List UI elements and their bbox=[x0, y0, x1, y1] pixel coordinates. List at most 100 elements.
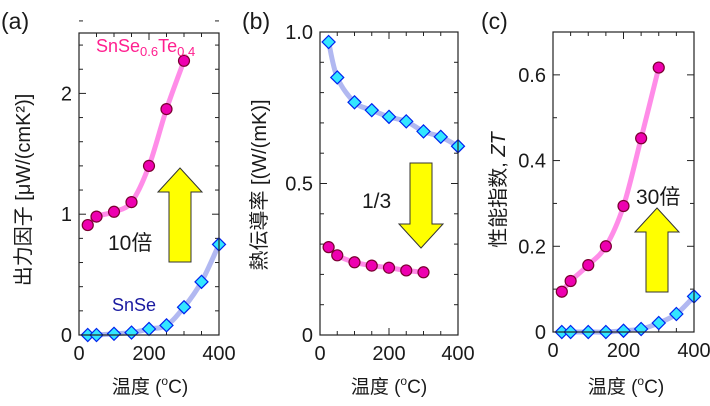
x-tick-label: 0 bbox=[547, 340, 558, 362]
element-symbol: SnSe bbox=[96, 36, 140, 56]
y-tick-label: 1.0 bbox=[285, 22, 313, 44]
data-point-diamond bbox=[329, 70, 345, 85]
x-axis-label-text: 温度 ( bbox=[351, 376, 401, 398]
x-axis-label-unit: C) bbox=[644, 377, 664, 398]
data-point-diamond bbox=[176, 299, 192, 315]
data-point-circle bbox=[331, 249, 344, 262]
data-point-diamond bbox=[633, 321, 649, 337]
panel-c: (c) 0 200 400 0 0.2 0.4 0.6 温度 (oC) 性能指数, ZT 30倍 bbox=[481, 8, 710, 398]
blue-series-line bbox=[326, 39, 461, 149]
x-tick-label: 400 bbox=[677, 340, 710, 362]
panel-label: (b) bbox=[242, 8, 270, 34]
data-point-diamond bbox=[159, 317, 174, 333]
y-axis-label-text: 熱伝導率 [(W/(mK)] bbox=[248, 99, 271, 270]
data-point-diamond bbox=[651, 315, 667, 331]
x-axis-label: 温度 (oC) bbox=[351, 374, 427, 398]
data-point-circle bbox=[582, 259, 595, 272]
x-axis-label: 温度 (oC) bbox=[112, 374, 188, 398]
data-point-diamond bbox=[398, 114, 414, 129]
data-point-circle bbox=[322, 241, 335, 254]
element-symbol: Te bbox=[158, 36, 177, 56]
blue-series-line bbox=[85, 241, 222, 338]
x-tick-label: 0 bbox=[73, 343, 84, 365]
y-axis-label: 熱伝導率 [(W/(mK)] bbox=[248, 99, 271, 270]
data-point-circle bbox=[160, 103, 173, 116]
x-axis-label-sup: o bbox=[400, 374, 407, 388]
y-axis-label: 出力因子 [μW/(cmK²)] bbox=[12, 94, 35, 287]
y-axis-label-italic: ZT bbox=[488, 130, 510, 157]
x-axis-label-sup: o bbox=[161, 374, 168, 388]
annotation-label: 30倍 bbox=[636, 186, 680, 209]
data-point-circle bbox=[417, 266, 430, 279]
data-point-circle bbox=[177, 54, 191, 67]
plot-frame bbox=[319, 31, 459, 336]
annotation-label: 1/3 bbox=[362, 190, 391, 213]
y-axis-label-text: 出力因子 [μW/(cmK²)] bbox=[12, 94, 35, 287]
x-tick-label: 400 bbox=[441, 343, 474, 365]
plot-frame bbox=[78, 32, 220, 336]
panel-a: (a) 0 200 400 0 1 2 温度 (oC) 出力因子 [μW/(cmK²)] 10倍 S… bbox=[1, 8, 236, 398]
data-point-circle bbox=[564, 274, 577, 288]
data-point-diamond bbox=[616, 323, 631, 339]
y-tick-label: 0 bbox=[302, 325, 313, 347]
y-tick-label: 0 bbox=[61, 325, 72, 347]
data-point-circle bbox=[348, 256, 361, 269]
x-axis-label-sup: o bbox=[637, 374, 644, 388]
data-point-diamond bbox=[321, 34, 336, 50]
y-axis-label-text: 性能指数, bbox=[487, 157, 510, 248]
annotation-label: 10倍 bbox=[108, 232, 152, 255]
data-point-circle bbox=[400, 264, 413, 277]
data-point-diamond bbox=[194, 274, 209, 290]
data-point-circle bbox=[555, 285, 568, 298]
x-tick-label: 0 bbox=[314, 343, 325, 365]
x-axis-label-unit: C) bbox=[168, 377, 188, 398]
arrow-up-icon bbox=[156, 167, 204, 263]
subscript: 0.4 bbox=[177, 44, 195, 59]
data-point-circle bbox=[617, 199, 630, 213]
data-point-circle bbox=[81, 218, 94, 232]
x-tick-label: 400 bbox=[202, 343, 235, 365]
data-point-diamond bbox=[141, 321, 157, 337]
x-axis-label-unit: C) bbox=[407, 377, 427, 398]
y-tick-label: 0.4 bbox=[518, 151, 546, 173]
panel-b: (b) 0 200 400 0 0.5 1.0 温度 (oC) 熱伝導率 [(W/(mK)] 1/… bbox=[242, 8, 475, 398]
pink-series-line bbox=[559, 65, 662, 295]
subscript: 0.6 bbox=[140, 44, 158, 59]
y-tick-label: 2 bbox=[61, 83, 72, 105]
data-point-circle bbox=[599, 240, 612, 253]
y-axis-label: 性能指数, ZT bbox=[487, 130, 510, 247]
y-tick-label: 1 bbox=[61, 204, 72, 226]
data-point-circle bbox=[382, 261, 396, 274]
series-label-snse06te04: SnSe0.6Te0.4 bbox=[96, 36, 195, 59]
data-point-circle bbox=[125, 196, 138, 209]
data-point-diamond bbox=[669, 306, 684, 322]
data-point-diamond bbox=[364, 102, 380, 118]
panel-label: (a) bbox=[1, 8, 29, 34]
data-point-diamond bbox=[347, 94, 362, 110]
data-point-circle bbox=[142, 159, 156, 172]
arrow-up-icon bbox=[633, 207, 681, 293]
y-tick-label: 0 bbox=[535, 322, 546, 344]
data-point-circle bbox=[107, 205, 121, 218]
data-point-circle bbox=[365, 259, 378, 272]
data-point-diamond bbox=[433, 129, 449, 145]
y-tick-label: 0.5 bbox=[285, 174, 313, 196]
data-point-circle bbox=[90, 210, 103, 223]
series-label-snse: SnSe bbox=[112, 295, 156, 315]
data-point-diamond bbox=[416, 124, 431, 139]
y-tick-label: 0.6 bbox=[518, 65, 546, 87]
y-tick-label: 0.2 bbox=[518, 236, 546, 258]
plot-frame bbox=[552, 31, 695, 333]
panel-label: (c) bbox=[481, 8, 508, 34]
x-tick-label: 200 bbox=[132, 343, 165, 365]
x-axis-label-text: 温度 ( bbox=[112, 376, 162, 398]
x-tick-label: 200 bbox=[372, 343, 405, 365]
data-point-circle bbox=[635, 132, 648, 145]
x-axis-label-text: 温度 ( bbox=[588, 376, 638, 398]
data-point-diamond bbox=[106, 326, 122, 342]
data-point-diamond bbox=[124, 325, 139, 340]
data-point-circle bbox=[652, 61, 665, 74]
data-point-diamond bbox=[381, 109, 397, 125]
x-axis-label: 温度 (oC) bbox=[588, 374, 664, 398]
